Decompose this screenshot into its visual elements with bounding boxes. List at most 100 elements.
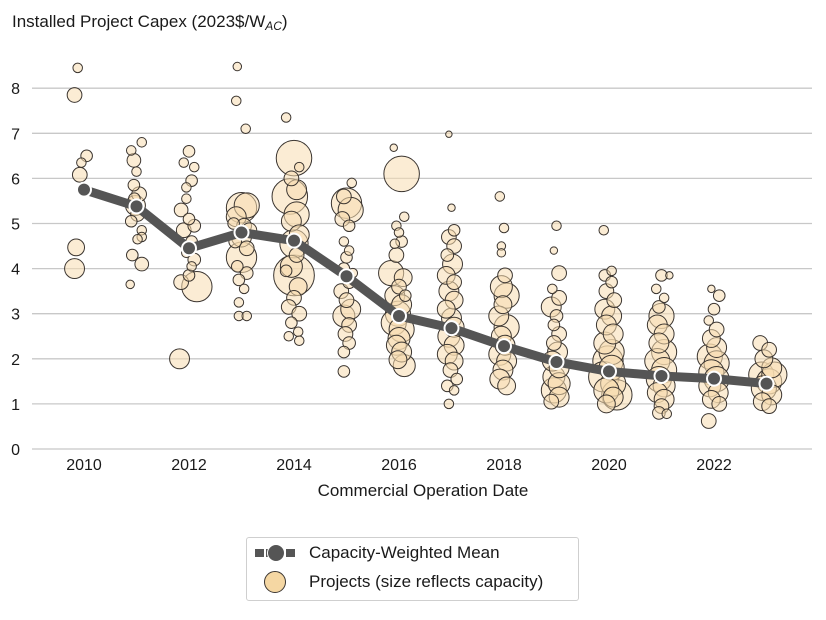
project-bubble bbox=[238, 240, 255, 257]
project-bubble bbox=[665, 271, 674, 280]
project-bubble bbox=[337, 345, 351, 359]
project-bubble bbox=[606, 265, 617, 277]
project-bubble bbox=[182, 145, 196, 158]
project-bubble bbox=[343, 245, 355, 256]
project-bubble bbox=[66, 87, 83, 103]
project-bubble bbox=[389, 143, 398, 152]
legend-label-projects: Projects (size reflects capacity) bbox=[309, 572, 544, 591]
project-bubble bbox=[650, 283, 662, 295]
mean-point bbox=[128, 198, 145, 215]
project-bubble bbox=[232, 61, 243, 72]
y-tick-label: 7 bbox=[11, 126, 20, 143]
mean-point bbox=[706, 370, 722, 387]
project-bubble bbox=[546, 335, 562, 351]
mean-point bbox=[601, 363, 617, 380]
mean-point bbox=[233, 224, 250, 241]
project-bubble bbox=[293, 161, 305, 173]
project-bubble bbox=[388, 350, 408, 370]
project-bubble bbox=[707, 284, 716, 294]
project-bubble bbox=[291, 305, 308, 322]
project-bubble bbox=[285, 316, 298, 330]
mean-line-dot-icon bbox=[255, 541, 295, 565]
project-bubble bbox=[292, 326, 304, 337]
project-bubble bbox=[125, 279, 135, 290]
mean-point bbox=[758, 375, 775, 392]
y-axis-ticks: 0 1 2 3 4 5 6 7 8 bbox=[11, 81, 20, 459]
project-bubble bbox=[71, 166, 88, 183]
chart-title-subscript: AC bbox=[265, 19, 282, 33]
project-bubble bbox=[497, 267, 513, 284]
project-bubble bbox=[712, 289, 726, 302]
project-bubble bbox=[551, 290, 567, 306]
project-bubble bbox=[551, 220, 562, 232]
mean-point bbox=[443, 320, 460, 337]
project-bubble bbox=[436, 299, 456, 319]
project-bubble bbox=[346, 177, 358, 189]
y-tick-label: 8 bbox=[11, 81, 20, 98]
project-bubble bbox=[551, 265, 567, 281]
project-bubble bbox=[173, 202, 189, 218]
x-axis-ticks: 2010 2012 2014 2016 2018 2020 2022 bbox=[66, 457, 732, 474]
project-bubble bbox=[230, 95, 242, 107]
project-bubble bbox=[240, 123, 251, 135]
project-bubble bbox=[169, 348, 191, 370]
x-tick-label: 2020 bbox=[591, 457, 627, 474]
y-tick-label: 6 bbox=[11, 171, 20, 188]
project-bubble bbox=[124, 214, 138, 228]
project-bubble bbox=[447, 223, 461, 237]
project-bubble bbox=[700, 413, 717, 429]
project-bubble bbox=[280, 112, 292, 123]
project-bubble bbox=[126, 248, 139, 262]
project-bubble bbox=[443, 398, 455, 410]
project-bubble bbox=[547, 318, 561, 332]
project-bubble bbox=[337, 365, 351, 378]
legend-label-mean: Capacity-Weighted Mean bbox=[309, 543, 500, 562]
project-bubble bbox=[127, 178, 141, 192]
x-axis-label: Commercial Operation Date bbox=[318, 481, 529, 500]
project-bubble bbox=[178, 157, 190, 168]
project-bubble bbox=[188, 161, 200, 173]
legend-item-projects: Projects (size reflects capacity) bbox=[247, 570, 578, 594]
project-bubble bbox=[342, 219, 356, 233]
project-bubble bbox=[493, 295, 513, 315]
project-bubble bbox=[283, 330, 295, 342]
legend: Capacity-Weighted Mean Projects (size re… bbox=[246, 537, 579, 601]
project-bubble bbox=[232, 273, 246, 287]
mean-point bbox=[496, 338, 512, 355]
chart-title-close: ) bbox=[281, 12, 288, 31]
project-bubble bbox=[181, 182, 192, 193]
project-bubble bbox=[494, 191, 506, 202]
project-bubble bbox=[707, 302, 721, 316]
project-bubble bbox=[126, 153, 142, 168]
x-tick-label: 2016 bbox=[381, 457, 417, 474]
project-bubble bbox=[241, 310, 253, 322]
chart-title: Installed Project Capex (2023$/WAC) bbox=[12, 12, 288, 33]
y-tick-label: 1 bbox=[11, 397, 20, 414]
project-bubble bbox=[543, 393, 560, 410]
project-bubble bbox=[648, 332, 670, 354]
project-bubble bbox=[606, 292, 623, 309]
project-bubble bbox=[64, 258, 86, 280]
project-bubble bbox=[708, 321, 725, 338]
project-bubble bbox=[76, 157, 87, 168]
project-bubble bbox=[445, 130, 453, 138]
project-bubble bbox=[761, 398, 777, 415]
chart-title-text: Installed Project Capex (2023$/W bbox=[12, 12, 266, 31]
project-bubble bbox=[448, 385, 460, 396]
project-bubble bbox=[711, 396, 728, 412]
project-bubble bbox=[186, 261, 197, 272]
mean-point bbox=[338, 268, 355, 285]
mean-point bbox=[391, 307, 407, 324]
project-bubble bbox=[181, 193, 192, 204]
y-tick-label: 3 bbox=[11, 307, 20, 324]
x-tick-label: 2018 bbox=[486, 457, 522, 474]
mean-series bbox=[76, 181, 775, 392]
gridlines bbox=[32, 87, 812, 450]
project-bubble bbox=[450, 372, 464, 386]
project-bubble bbox=[596, 394, 616, 414]
project-bubble bbox=[231, 260, 244, 273]
x-tick-label: 2022 bbox=[696, 457, 732, 474]
project-bubble bbox=[238, 283, 250, 295]
project-bubble bbox=[661, 408, 673, 420]
